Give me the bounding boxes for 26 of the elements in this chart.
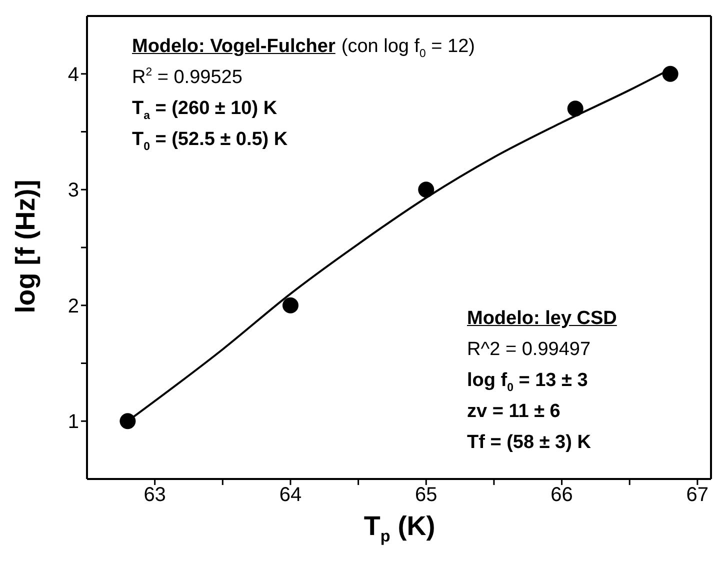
y-axis-title: log [f (Hz)] <box>10 178 42 316</box>
annotation: T$_{0}$ = (52.5 ± 0.5) K <box>132 129 288 153</box>
x-tick-label: 65 <box>415 484 438 506</box>
x-tick-label: 66 <box>550 484 573 506</box>
annotation: Modelo: Vogel-Fulcher <box>132 36 336 57</box>
point <box>662 66 678 82</box>
annotation: Modelo: ley CSD <box>467 308 617 329</box>
x-tick-label: 67 <box>686 484 709 506</box>
annotation: (con log f$_{0}$ = 12) <box>341 36 475 60</box>
x-tick-label: 64 <box>279 484 302 506</box>
annotation: R$^{2}$ = 0.99525 <box>132 66 242 88</box>
point <box>567 100 584 117</box>
y-tick-label: 4 <box>68 64 79 86</box>
annotation: zv = 11 ± 6 <box>467 401 560 422</box>
point <box>282 297 298 314</box>
y-tick-label: 1 <box>68 411 79 434</box>
annotation: log f$_{0}$ = 13 ± 3 <box>467 370 588 394</box>
point <box>418 182 434 198</box>
x-axis-title: T$_{p}$ (K) <box>362 511 436 546</box>
annotation: R^2 = 0.99497 <box>467 339 591 360</box>
y-tick-label: 2 <box>68 295 79 318</box>
point <box>120 413 136 430</box>
annotation: T$_{a}$ = (260 ± 10) K <box>132 98 278 122</box>
x-tick-label: 63 <box>144 484 166 506</box>
annotation: Tf = (58 ± 3) K <box>467 432 591 453</box>
y-tick-label: 3 <box>68 180 79 202</box>
